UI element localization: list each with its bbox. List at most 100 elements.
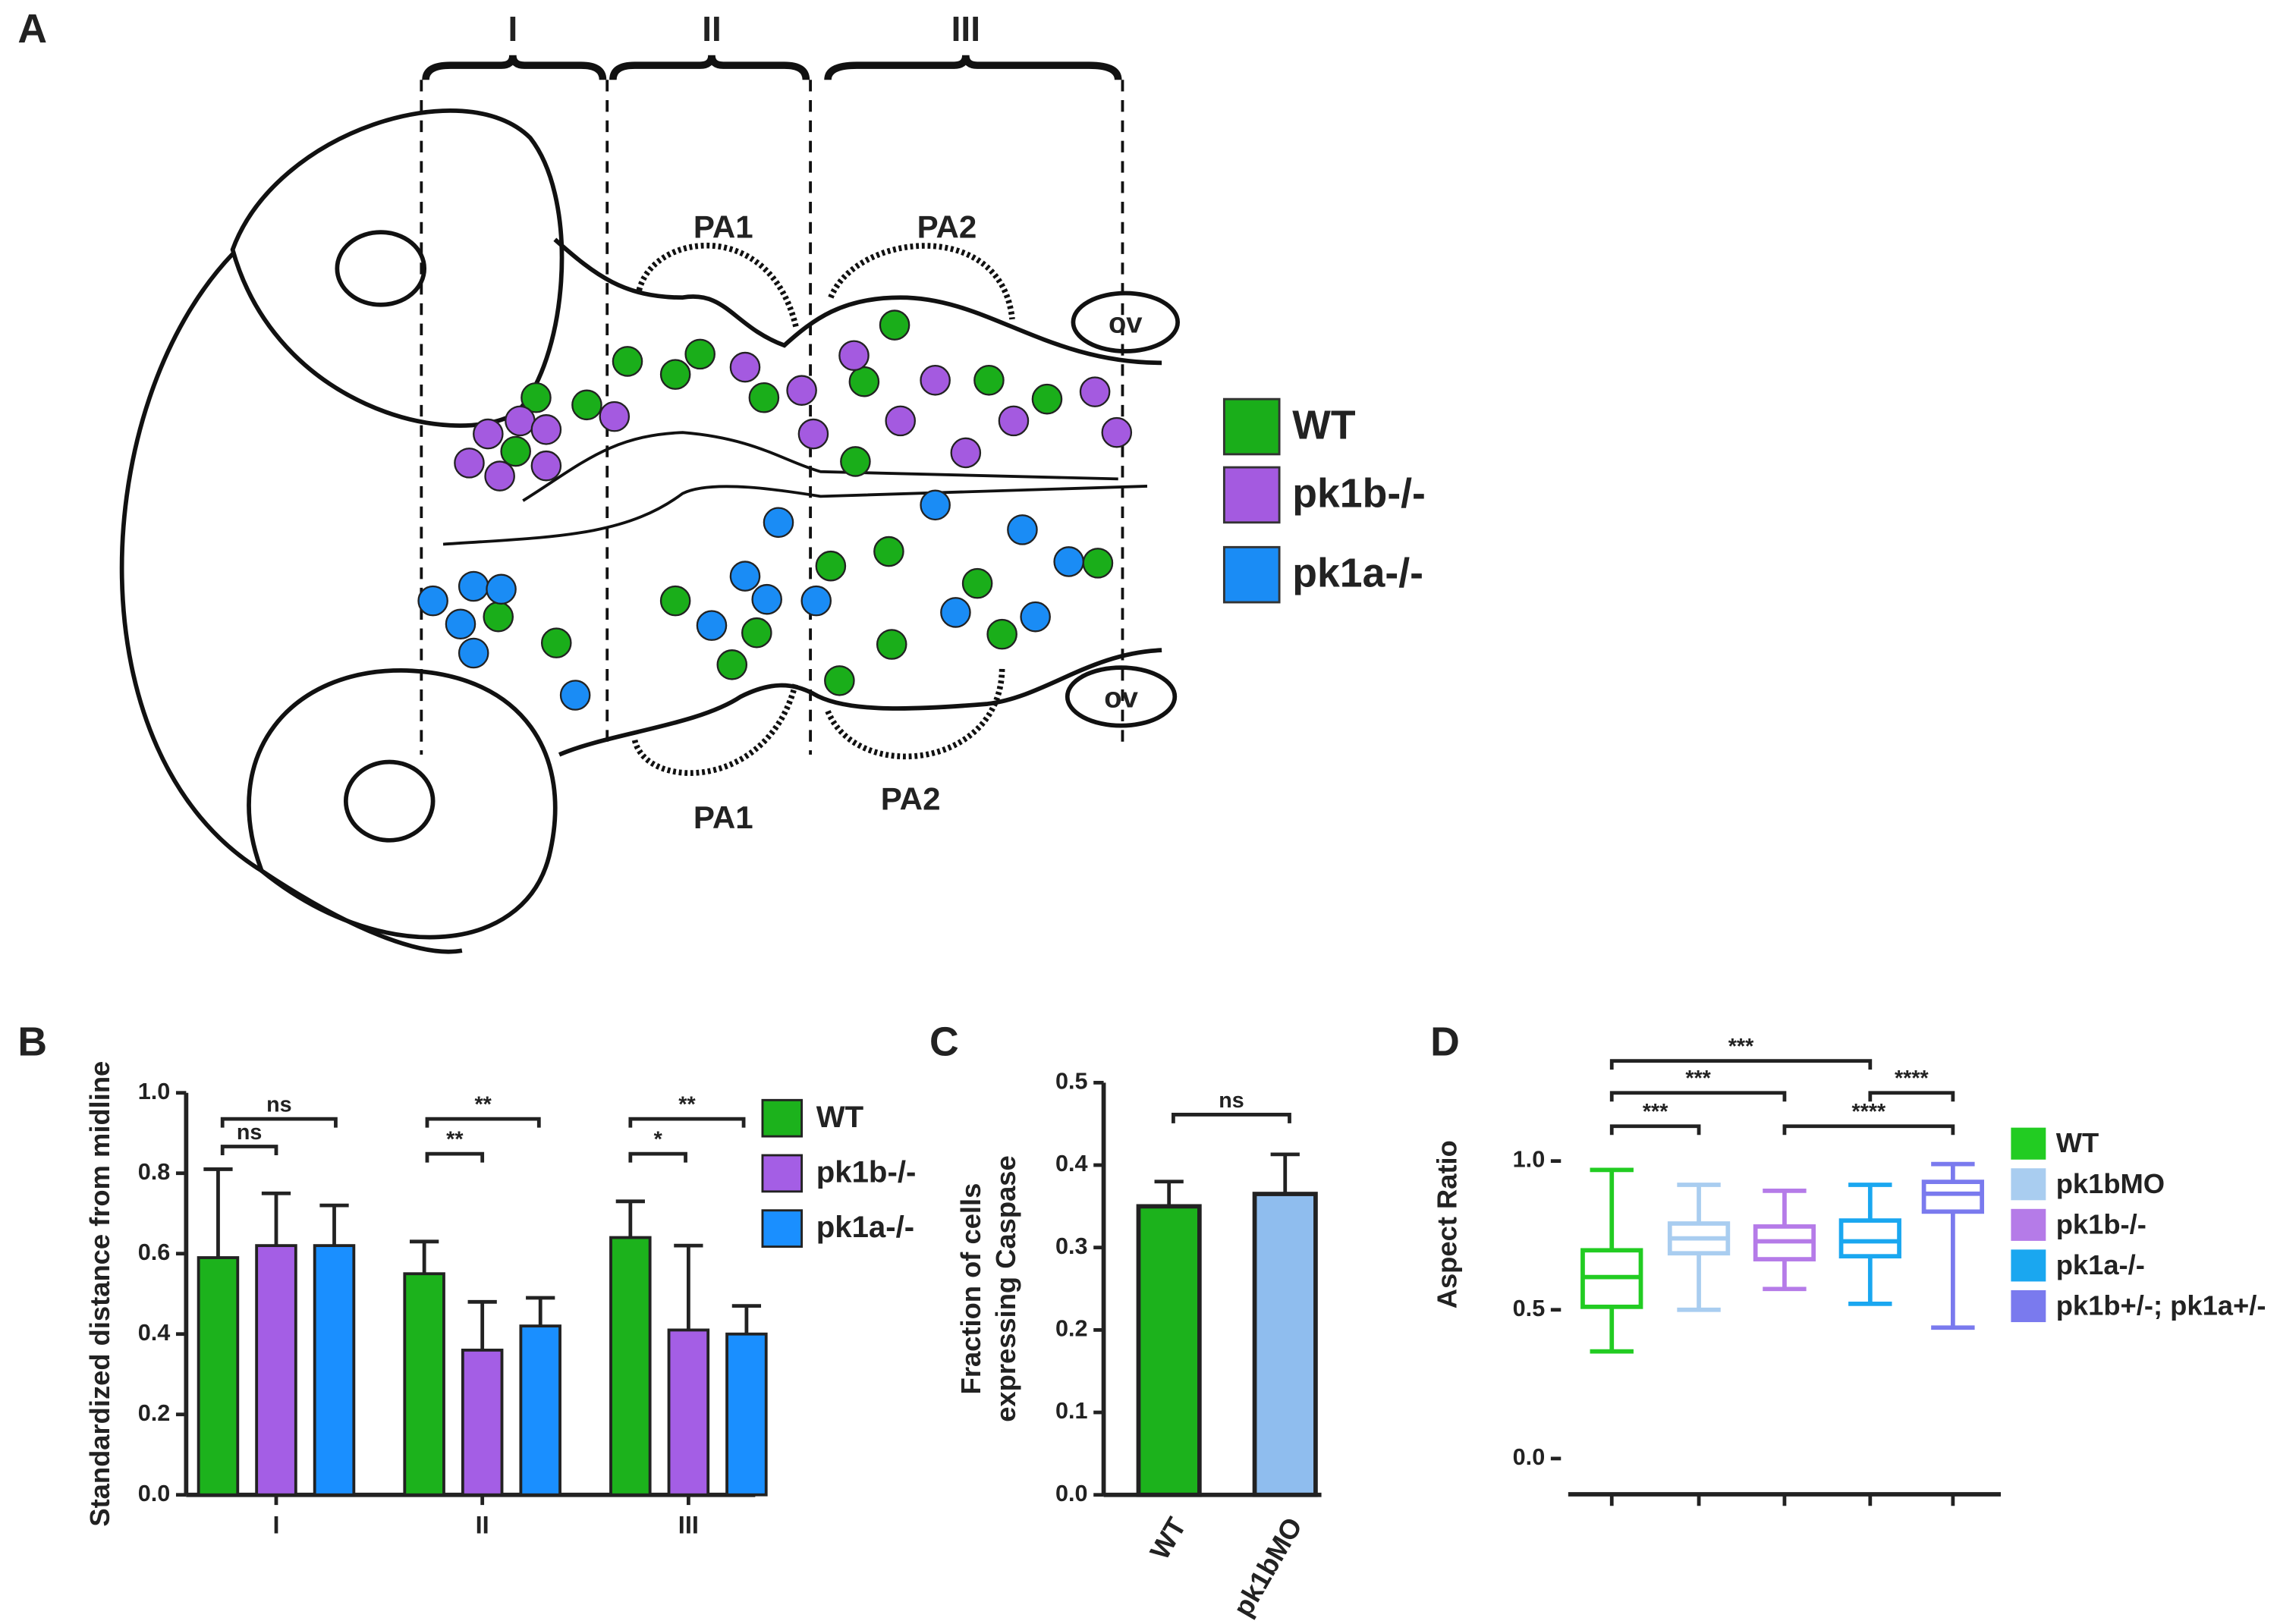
- legend-label: pk1a-/-: [1292, 551, 1423, 596]
- arch: [631, 681, 799, 776]
- eye-top: [230, 108, 565, 428]
- x-tick-label: I: [272, 1511, 279, 1538]
- brace: [422, 55, 607, 80]
- legend-label: WT: [1292, 404, 1356, 448]
- cell: [1101, 416, 1133, 448]
- brace: [609, 55, 810, 80]
- panel-label: C: [929, 1020, 959, 1065]
- y-tick-label: 0.6: [138, 1239, 171, 1265]
- panel-a-drawing: [119, 55, 1181, 954]
- significance-bar: [1172, 1113, 1291, 1123]
- cell: [876, 629, 907, 660]
- cell: [684, 338, 715, 370]
- arch-label: PA1: [693, 209, 753, 244]
- cell: [500, 435, 531, 467]
- y-tick-label: 1.0: [138, 1079, 171, 1104]
- cell: [484, 460, 515, 492]
- cell: [1020, 601, 1051, 633]
- significance-label: ns: [266, 1093, 291, 1117]
- significance-label: ns: [1219, 1088, 1244, 1113]
- bar: [403, 1272, 445, 1497]
- significance-bar: [425, 1151, 485, 1163]
- cell: [797, 418, 829, 450]
- significance-bar: [1782, 1124, 1955, 1136]
- legend-label: pk1b-/-: [816, 1154, 917, 1189]
- cell: [445, 608, 476, 640]
- significance-bar: [1868, 1091, 1955, 1102]
- cell: [751, 583, 782, 615]
- cell: [659, 359, 691, 390]
- ov-label: ov: [1104, 681, 1138, 714]
- cell: [840, 446, 871, 477]
- legend-label: pk1b-/-: [2056, 1208, 2146, 1239]
- ov-top: [1071, 291, 1181, 353]
- cell: [873, 536, 904, 567]
- arch-label: PA1: [693, 799, 753, 835]
- eye-bottom: [247, 668, 558, 940]
- cell: [885, 405, 916, 437]
- bar: [461, 1349, 504, 1497]
- cell: [521, 382, 552, 413]
- cell: [879, 309, 910, 341]
- midline-upper: [522, 431, 1118, 502]
- y-tick-label: 0.2: [1055, 1315, 1088, 1341]
- midline: [442, 485, 1148, 546]
- panel-label: A: [17, 7, 47, 52]
- y-tick-label: 0.1: [1055, 1398, 1088, 1424]
- legend-swatch: [2011, 1168, 2046, 1201]
- y-axis-label: expressing Caspase: [990, 1155, 1021, 1422]
- cell: [599, 401, 631, 432]
- y-tick-label: 0.0: [1055, 1481, 1088, 1506]
- bar: [313, 1244, 356, 1497]
- y-tick-label: 0.4: [138, 1320, 171, 1346]
- region-label: I: [508, 9, 517, 49]
- y-tick-label: 0.5: [1513, 1296, 1546, 1321]
- bar: [1252, 1192, 1318, 1497]
- y-tick-label: 0.3: [1055, 1233, 1088, 1259]
- significance-bar: [220, 1145, 278, 1155]
- cell: [748, 382, 780, 413]
- bar: [1136, 1204, 1202, 1497]
- significance-label: *: [654, 1127, 663, 1151]
- cell: [973, 365, 1005, 396]
- legend-label: pk1b-/-: [1292, 472, 1426, 517]
- region-label: II: [702, 9, 722, 49]
- cell: [505, 405, 536, 437]
- cell: [1007, 514, 1038, 545]
- legend-swatch: [2011, 1249, 2046, 1282]
- cell: [763, 507, 794, 539]
- y-axis-label: Fraction of cells: [955, 1183, 986, 1395]
- cell: [729, 351, 761, 383]
- cell: [741, 617, 772, 649]
- cell: [786, 375, 817, 406]
- cell: [920, 365, 951, 396]
- significance-label: ***: [1728, 1035, 1754, 1059]
- legend-swatch: [1222, 397, 1281, 456]
- legend-label: pk1a-/-: [2056, 1249, 2145, 1280]
- cell: [483, 601, 514, 633]
- bar: [519, 1324, 561, 1497]
- cell: [454, 448, 485, 479]
- significance-bar: [628, 1117, 746, 1128]
- y-tick-label: 1.0: [1513, 1147, 1546, 1173]
- legend-swatch: [2011, 1289, 2046, 1323]
- bar: [197, 1256, 240, 1497]
- significance-label: ns: [237, 1120, 262, 1145]
- cells: [417, 309, 1133, 711]
- hindbrain-top: [553, 237, 1162, 366]
- cell: [815, 550, 847, 582]
- cell: [559, 680, 591, 711]
- panel-label: B: [17, 1020, 47, 1065]
- significance-bar: [1609, 1091, 1787, 1102]
- arch: [636, 242, 799, 328]
- legend-swatch: [761, 1209, 804, 1248]
- region-label: III: [951, 9, 980, 49]
- cell: [571, 389, 602, 421]
- cell: [800, 585, 832, 617]
- hindbrain-bottom: [558, 648, 1162, 757]
- y-tick-label: 0.5: [1055, 1068, 1088, 1094]
- box: [1838, 1218, 1901, 1259]
- cell: [986, 618, 1017, 650]
